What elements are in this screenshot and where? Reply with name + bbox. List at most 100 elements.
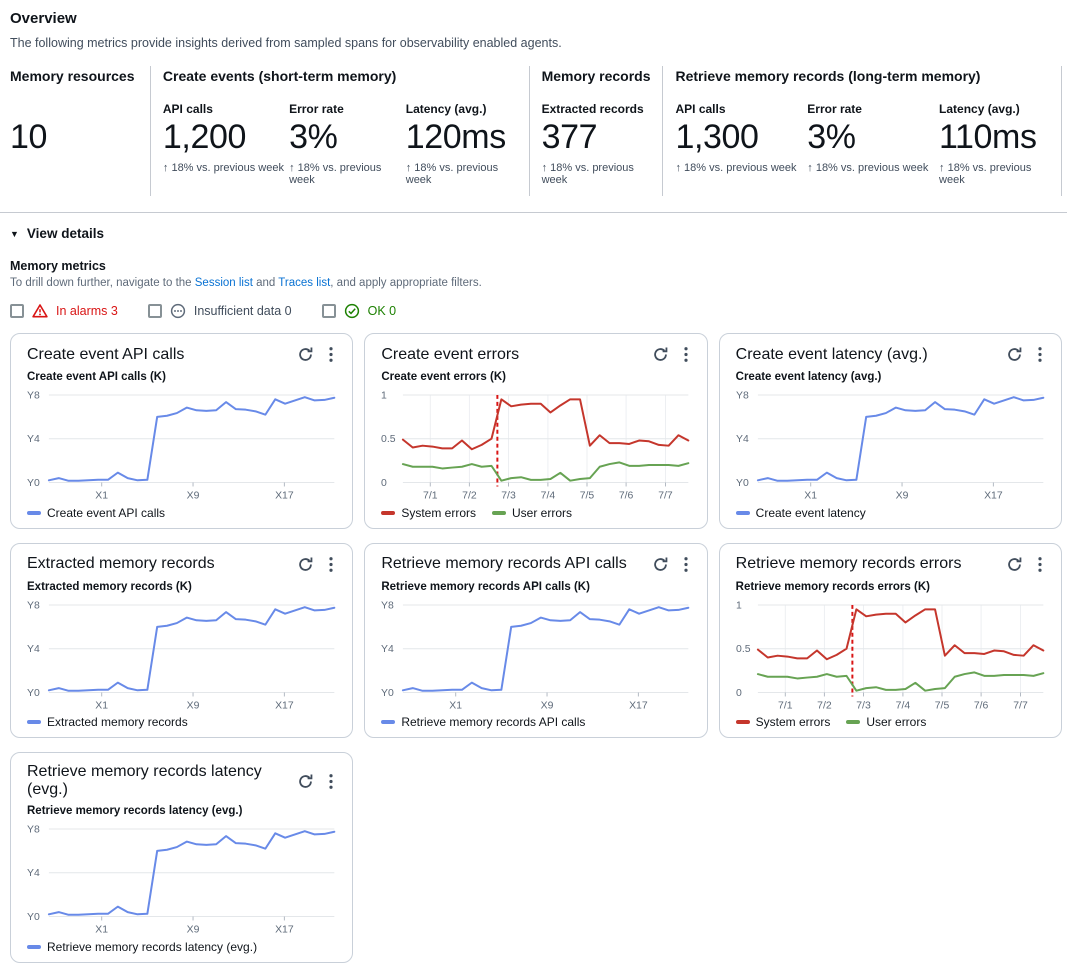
- svg-text:X9: X9: [541, 700, 554, 711]
- refresh-button[interactable]: [650, 344, 671, 365]
- chart-subtitle: Extracted memory records (K): [27, 580, 192, 593]
- section-divider: [0, 212, 1067, 214]
- chart-menu-button[interactable]: [326, 771, 336, 792]
- metric-delta: ↑ 18% vs. previous week: [405, 162, 499, 187]
- refresh-button[interactable]: [295, 771, 316, 792]
- svg-text:X17: X17: [629, 700, 648, 711]
- svg-text:7/5: 7/5: [934, 700, 949, 711]
- svg-text:Y4: Y4: [381, 644, 394, 655]
- memory-records-column: Memory records Extracted records 377 ↑ 1…: [530, 66, 663, 196]
- svg-text:X1: X1: [95, 700, 108, 711]
- legend-item: Create event API calls: [27, 506, 165, 520]
- kebab-menu-icon: [1038, 347, 1042, 363]
- chart-menu-button[interactable]: [326, 554, 336, 575]
- memory-resources-column: Memory resources 10: [10, 66, 150, 196]
- svg-text:X9: X9: [895, 491, 908, 502]
- legend-label: Extracted memory records: [47, 715, 188, 730]
- insufficient-data-checkbox[interactable]: [147, 304, 162, 319]
- ok-checkbox[interactable]: [321, 304, 336, 319]
- chart-title: Retrieve memory records latency (evg.): [27, 763, 262, 799]
- legend-item: System errors: [735, 715, 831, 730]
- chart-menu-button[interactable]: [681, 554, 691, 575]
- chart-header: Retrieve memory records errors: [736, 554, 1045, 575]
- ok-check-icon: [344, 304, 359, 319]
- svg-text:Y8: Y8: [736, 391, 749, 402]
- metric-delta: ↑ 18% vs. previous week: [675, 162, 797, 175]
- chart-menu-button[interactable]: [1035, 554, 1045, 575]
- page-title: Overview: [10, 10, 77, 27]
- svg-text:0.5: 0.5: [736, 644, 751, 655]
- refresh-button[interactable]: [1004, 344, 1025, 365]
- refresh-icon: [299, 774, 313, 788]
- legend-item: User errors: [846, 715, 926, 729]
- chart-card: Create event API calls Create event API c…: [10, 333, 354, 529]
- refresh-button[interactable]: [295, 344, 316, 365]
- chart-title: Create event errors: [381, 345, 520, 363]
- filter-label: In alarms 3: [56, 304, 118, 319]
- refresh-button[interactable]: [295, 554, 316, 575]
- chart-menu-button[interactable]: [1035, 344, 1045, 365]
- view-details-label: View details: [26, 226, 104, 242]
- svg-text:X9: X9: [187, 925, 200, 936]
- metric-value: 1,200: [162, 117, 246, 156]
- svg-text:7/2: 7/2: [817, 700, 832, 711]
- filter-in-alarms[interactable]: In alarms 3: [10, 303, 118, 319]
- chart-plot: 1 0.5 0 7/1 7/2 7/3 7/4 7/5 7/6 7/7: [381, 391, 690, 502]
- legend-item: Extracted memory records: [27, 715, 188, 729]
- chart-legend: Retrieve memory records latency (evg.): [27, 940, 336, 954]
- refresh-icon: [299, 557, 313, 571]
- legend-label: User errors: [512, 505, 573, 520]
- chart-title: Extracted memory records: [27, 555, 215, 573]
- metric-delta: ↑ 18% vs. previous week: [939, 162, 1032, 187]
- caret-down-icon: ▼: [10, 228, 19, 239]
- insufficient-data-icon: [170, 304, 185, 319]
- chart-menu-button[interactable]: [326, 344, 336, 365]
- chart-legend: System errors User errors: [735, 715, 1045, 730]
- in-alarms-checkbox[interactable]: [10, 304, 24, 319]
- series-line: [756, 671, 1044, 692]
- description-text: , and apply appropriate filters.: [330, 277, 482, 290]
- legend-item: Create event latency: [735, 506, 866, 520]
- refresh-button[interactable]: [1004, 554, 1025, 575]
- vertical-divider: [149, 66, 151, 197]
- metric-delta: ↑ 18% vs. previous week: [541, 162, 634, 187]
- svg-text:X17: X17: [984, 491, 1003, 502]
- svg-text:7/6: 7/6: [974, 700, 989, 711]
- page-description: The following metrics provide insights d…: [10, 36, 562, 50]
- legend-label: System errors: [755, 715, 831, 730]
- filter-ok[interactable]: OK 0: [321, 303, 396, 319]
- metric-value: 120ms: [405, 117, 506, 156]
- vertical-divider: [1061, 66, 1063, 197]
- chart-header: Retrieve memory records latency (evg.): [27, 763, 336, 799]
- legend-label: Retrieve memory records latency (evg.): [47, 939, 258, 954]
- chart-subtitle: Create event errors (K): [381, 371, 506, 384]
- svg-text:7/6: 7/6: [619, 491, 634, 502]
- svg-text:7/1: 7/1: [778, 700, 793, 711]
- legend-swatch: [846, 720, 861, 725]
- refresh-button[interactable]: [650, 554, 671, 575]
- legend-swatch: [735, 720, 750, 725]
- svg-text:Y8: Y8: [27, 391, 40, 402]
- svg-text:7/2: 7/2: [462, 491, 477, 502]
- refresh-icon: [653, 347, 668, 362]
- series-line: [402, 398, 690, 451]
- legend-item: User errors: [492, 506, 572, 520]
- chart-subtitle: Retrieve memory records latency (evg.): [27, 805, 243, 818]
- chart-menu-button[interactable]: [681, 344, 691, 365]
- session-list-link[interactable]: Session list: [194, 277, 253, 290]
- chart-title: Create event latency (avg.): [735, 345, 928, 363]
- filter-insufficient-data[interactable]: Insufficient data 0: [147, 303, 292, 319]
- view-details-toggle[interactable]: ▼ View details: [10, 226, 104, 241]
- svg-text:7/3: 7/3: [856, 700, 871, 711]
- legend-item: Retrieve memory records API calls: [381, 715, 585, 729]
- chart-legend: Extracted memory records: [27, 715, 336, 729]
- svg-text:7/4: 7/4: [895, 700, 910, 711]
- traces-list-link[interactable]: Traces list: [278, 277, 331, 290]
- retrieve-records-column: Retrieve memory records (long-term memor…: [663, 66, 1061, 196]
- metric-value: 110ms: [939, 117, 1037, 156]
- legend-swatch: [27, 944, 41, 949]
- chart-subtitle: Retrieve memory records API calls (K): [381, 580, 590, 593]
- metric-delta: ↑ 18% vs. previous week: [162, 162, 284, 175]
- alarm-warning-icon: [32, 304, 48, 318]
- series-line: [402, 461, 690, 483]
